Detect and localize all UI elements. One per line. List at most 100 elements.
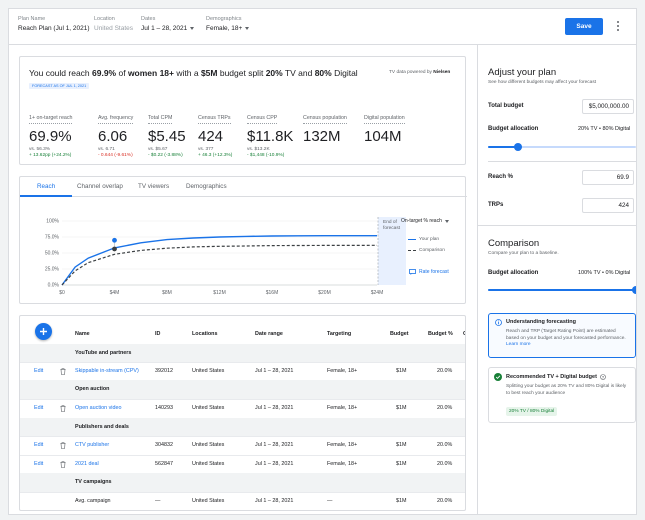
add-line-item-button[interactable] bbox=[35, 323, 52, 340]
demographics-field[interactable]: Demographics Female, 18+ bbox=[206, 16, 250, 32]
comparison-slider-handle[interactable] bbox=[632, 286, 636, 294]
line-item-name-link[interactable]: Skippable in-stream (CPV) bbox=[75, 367, 139, 374]
metric-value: $11.8K bbox=[247, 128, 294, 145]
line-item-date-range: Jul 1 – 28, 2021 bbox=[255, 498, 294, 504]
top-bar: Plan Name Reach Plan (Jul 1, 2021) Locat… bbox=[9, 9, 636, 45]
allocation-slider-track[interactable] bbox=[488, 146, 636, 148]
group-name: Publishers and deals bbox=[75, 423, 129, 430]
dates-field[interactable]: Dates Jul 1 – 28, 2021 bbox=[141, 16, 195, 32]
comparison-allocation-label: Budget allocation bbox=[488, 270, 539, 276]
line-item-date-range: Jul 1 – 28, 2021 bbox=[255, 442, 294, 448]
y-tick-label: 100% bbox=[46, 219, 59, 225]
recommended-chip[interactable]: 20% TV / 80% Digital bbox=[506, 407, 558, 416]
delete-icon[interactable] bbox=[60, 442, 66, 449]
delete-icon[interactable] bbox=[60, 460, 66, 468]
tab-tv-viewers[interactable]: TV viewers bbox=[138, 183, 170, 190]
metric-baseline: vs. $13.2K bbox=[247, 147, 270, 152]
edit-button[interactable]: Edit bbox=[34, 460, 44, 467]
divider bbox=[478, 225, 636, 226]
metric-tile: Digital population 104M bbox=[364, 114, 405, 145]
line-item-budget: $1M bbox=[396, 498, 407, 504]
line-item-budget: $1M bbox=[396, 367, 407, 374]
column-header[interactable]: Date range bbox=[255, 331, 283, 337]
edit-button[interactable]: Edit bbox=[34, 405, 44, 411]
location-field: Location United States bbox=[94, 16, 133, 32]
comparison-title: Comparison bbox=[488, 238, 540, 249]
metric-label: Census CPP bbox=[247, 115, 278, 124]
learn-more-link[interactable]: Learn more bbox=[506, 342, 531, 348]
plan-name-field[interactable]: Plan Name Reach Plan (Jul 1, 2021) bbox=[18, 16, 90, 32]
total-budget-input[interactable]: $5,000,000.00 bbox=[582, 99, 634, 114]
delete-icon[interactable] bbox=[60, 367, 66, 375]
line-item-targeting: Female, 18+ bbox=[327, 367, 358, 374]
metric-baseline: vs. 56.3% bbox=[29, 147, 51, 152]
more-vert-icon[interactable] bbox=[616, 20, 620, 32]
column-header[interactable]: On-t bbox=[463, 331, 465, 337]
save-button[interactable]: Save bbox=[565, 18, 603, 35]
demographics-value: Female, 18+ bbox=[206, 25, 243, 32]
metric-tile: Census TRPs 424 vs. 377 + 46.3 (+12.3%) bbox=[198, 114, 232, 158]
line-item-id: 140293 bbox=[155, 405, 173, 411]
line-item-id: 562847 bbox=[155, 460, 173, 467]
column-header[interactable]: Locations bbox=[192, 331, 218, 337]
series-comparison-line bbox=[61, 244, 378, 286]
reach-chart-card: Reach Channel overlap TV viewers Demographi… bbox=[19, 176, 467, 304]
metric-change: + 13.62pp (+24.2%) bbox=[29, 153, 72, 158]
line-item-name-link[interactable]: Open auction video bbox=[75, 405, 122, 411]
plus-icon bbox=[40, 328, 47, 335]
allocation-slider-fill bbox=[488, 146, 518, 148]
reach-input[interactable]: 69.9 bbox=[582, 170, 634, 185]
table-row: Edit 2021 deal 562847 United States Jul 1 – … bbox=[20, 455, 465, 473]
budget-allocation-value: 20% TV • 80% Digital bbox=[578, 126, 631, 132]
your-plan-point bbox=[112, 237, 117, 243]
trps-input[interactable]: 424 bbox=[582, 198, 634, 213]
column-header[interactable]: Targeting bbox=[327, 331, 352, 337]
chevron-down-icon[interactable] bbox=[190, 27, 195, 30]
tab-channel-overlap[interactable]: Channel overlap bbox=[77, 183, 123, 190]
edit-button[interactable]: Edit bbox=[34, 367, 44, 374]
adjust-plan-subtitle: See how different budgets may affect you… bbox=[488, 80, 597, 85]
line-items-table: Name ID Locations Date range Targeting Budget… bbox=[19, 315, 466, 511]
line-item-location: United States bbox=[192, 460, 225, 467]
line-item-budget-pct: 20.0% bbox=[437, 367, 453, 374]
line-item-date-range: Jul 1 – 28, 2021 bbox=[255, 460, 294, 467]
line-item-name-link[interactable]: CTV publisher bbox=[75, 442, 110, 448]
table-row: Edit CTV publisher 304832 United States Jul … bbox=[20, 436, 465, 455]
legend-dashed-swatch bbox=[408, 250, 416, 251]
metric-change: - $1,448 (-10.9%) bbox=[247, 153, 285, 158]
tab-reach[interactable]: Reach bbox=[37, 183, 56, 190]
column-header[interactable]: ID bbox=[155, 331, 161, 337]
rate-forecast-link[interactable]: Rate forecast bbox=[409, 269, 449, 275]
line-item-name-link[interactable]: 2021 deal bbox=[75, 460, 99, 467]
plan-name-value: Reach Plan (Jul 1, 2021) bbox=[18, 25, 90, 32]
line-item-targeting: Female, 18+ bbox=[327, 460, 358, 467]
allocation-slider-handle[interactable] bbox=[513, 143, 522, 151]
metric-change: - $0.22 (-3.88%) bbox=[148, 153, 183, 158]
delete-icon[interactable] bbox=[60, 405, 66, 412]
edit-button[interactable]: Edit bbox=[34, 442, 44, 448]
line-item-budget: $1M bbox=[396, 442, 407, 448]
row-divider bbox=[20, 492, 465, 493]
line-item-budget-pct: 20.0% bbox=[437, 460, 453, 467]
help-icon[interactable]: ? bbox=[600, 374, 606, 380]
metric-select[interactable]: On-target % reach bbox=[401, 218, 449, 224]
chevron-down-icon bbox=[444, 219, 449, 223]
metric-value: 132M bbox=[303, 128, 341, 145]
group-row: YouTube and partners bbox=[20, 344, 465, 362]
x-tick-label: $0 bbox=[59, 290, 65, 296]
row-divider bbox=[20, 399, 465, 400]
column-header[interactable]: Budget bbox=[390, 331, 409, 337]
total-budget-label: Total budget bbox=[488, 103, 524, 109]
chevron-down-icon[interactable] bbox=[245, 27, 250, 30]
metric-tile: Total CPM $5.45 vs. $5.67- $0.22 (-3.88%) bbox=[148, 114, 186, 158]
legend-comparison: Comparison bbox=[408, 248, 445, 253]
column-header[interactable]: Budget % bbox=[428, 331, 453, 337]
y-tick-label: 75.0% bbox=[45, 235, 60, 241]
divider bbox=[488, 161, 636, 162]
group-name: YouTube and partners bbox=[75, 349, 132, 356]
group-row: TV campaigns bbox=[20, 473, 465, 492]
metric-baseline: vs. 377 bbox=[198, 147, 214, 152]
metric-tile: Census population 132M bbox=[303, 114, 347, 145]
tab-demographics[interactable]: Demographics bbox=[186, 183, 227, 190]
column-header[interactable]: Name bbox=[75, 331, 90, 337]
